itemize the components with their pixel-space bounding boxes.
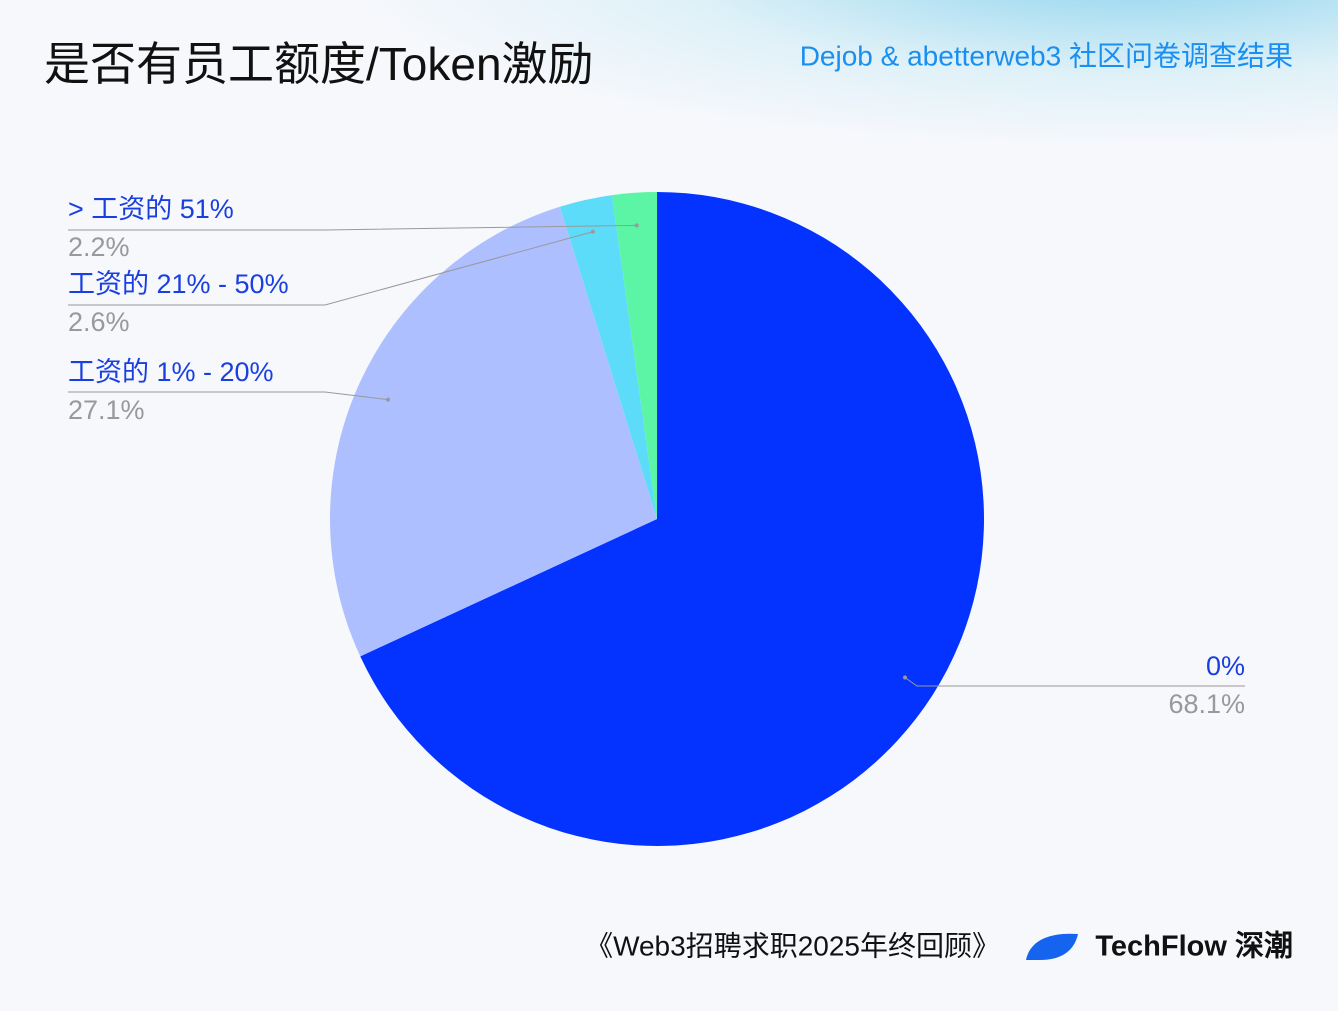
brand-logo	[1026, 933, 1078, 960]
leader-line	[68, 224, 637, 231]
slice-label: 0%	[1206, 651, 1245, 681]
chart-subtitle: Dejob & abetterweb3 社区问卷调查结果	[800, 40, 1293, 71]
leader-line	[68, 391, 389, 401]
slice-label: > 工资的 51%	[68, 194, 234, 224]
chart-title: 是否有员工额度/Token激励	[44, 38, 594, 90]
pie-slice	[330, 206, 657, 657]
slice-label: 工资的 1% - 20%	[68, 357, 274, 387]
leader-dot	[386, 397, 391, 402]
leader-line	[904, 677, 1245, 687]
pie-slice	[559, 195, 657, 519]
leader-line	[68, 231, 593, 306]
slice-label: 工资的 21% - 50%	[68, 269, 289, 299]
leader-dot	[590, 229, 595, 234]
value-label: 27.1%	[68, 395, 145, 425]
leader-dot	[634, 223, 639, 228]
source: 《Web3招聘求职2025年终回顾》	[585, 930, 1000, 961]
leader-dot	[902, 675, 907, 680]
value-label: 2.6%	[68, 307, 130, 337]
pie-slice	[360, 192, 985, 847]
brand: TechFlow 深潮	[1095, 930, 1293, 963]
pie-slice	[611, 192, 657, 519]
value-label: 2.2%	[68, 232, 130, 262]
value-label: 68.1%	[1168, 689, 1245, 719]
